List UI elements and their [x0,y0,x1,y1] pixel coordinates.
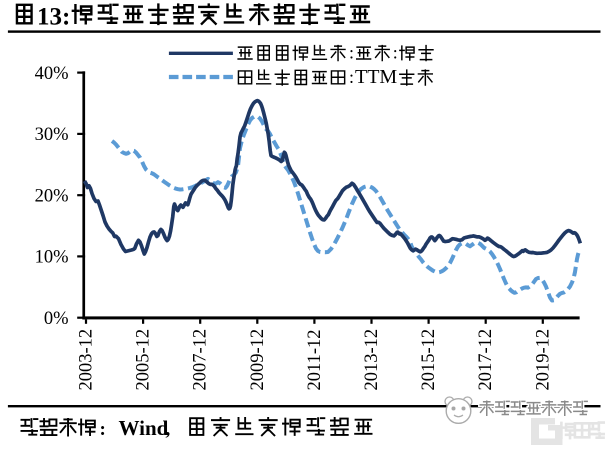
svg-text:,: , [166,419,171,440]
svg-text::: : [349,67,354,87]
svg-text:2003-12: 2003-12 [77,329,97,391]
svg-text:2017-12: 2017-12 [476,329,496,391]
svg-text:2015-12: 2015-12 [419,329,439,391]
svg-text:40%: 40% [35,64,69,84]
svg-text:30%: 30% [35,125,69,145]
svg-text:2009-12: 2009-12 [248,329,268,391]
svg-text:2019-12: 2019-12 [533,329,553,391]
svg-text::: : [349,43,354,63]
svg-text:13:: 13: [37,4,70,31]
svg-text:TTM: TTM [355,66,397,88]
svg-text:2013-12: 2013-12 [362,329,382,391]
svg-text::: : [100,419,106,440]
svg-text:0%: 0% [44,309,69,329]
svg-text:2007-12: 2007-12 [191,329,211,391]
svg-text:2011-12: 2011-12 [305,330,325,391]
svg-text:Wind: Wind [119,416,169,440]
svg-text:2005-12: 2005-12 [134,329,154,391]
svg-text::: : [393,43,398,63]
svg-text:20%: 20% [35,187,69,207]
svg-text:10%: 10% [35,248,69,268]
